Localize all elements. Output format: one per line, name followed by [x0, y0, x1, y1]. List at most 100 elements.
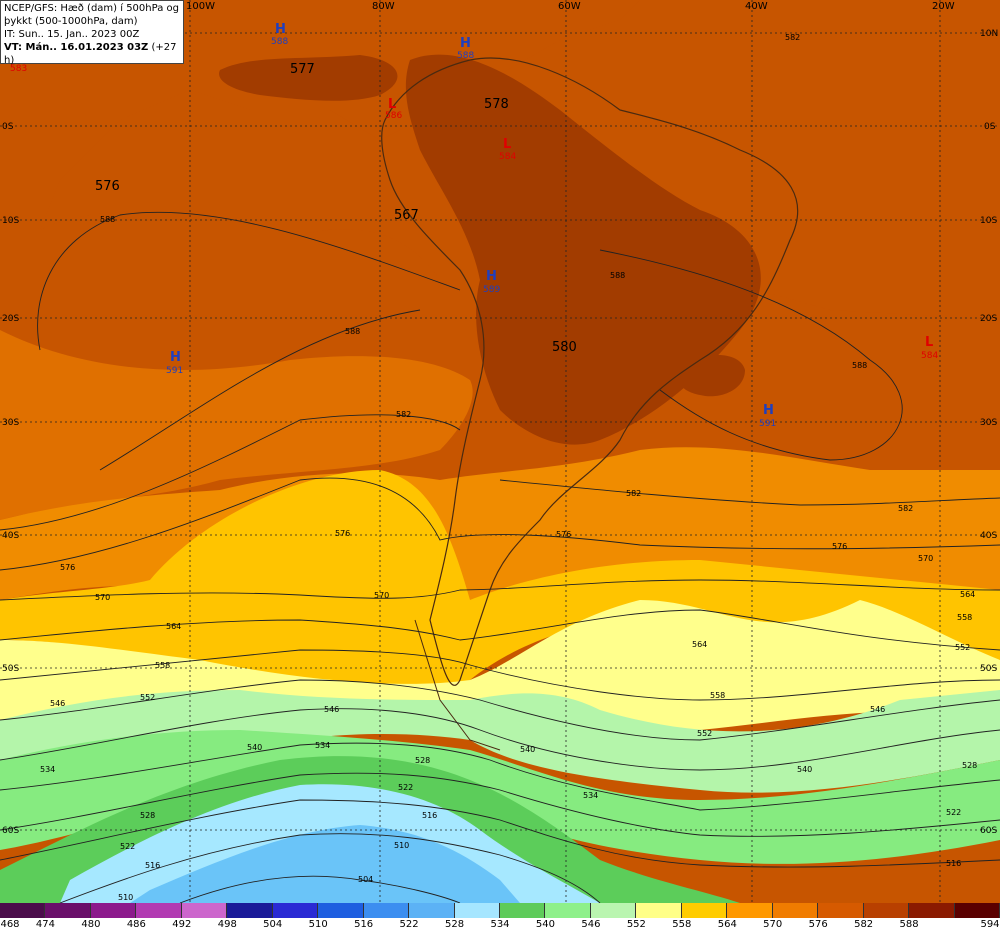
legend-label: 504: [263, 919, 283, 930]
legend-label: 510: [308, 919, 328, 930]
contour-label: 570: [374, 591, 389, 600]
lat-label-left: 40S: [2, 531, 19, 541]
legend-label: 468: [0, 919, 20, 930]
high-center-value: 588: [457, 51, 474, 61]
thickness-band-552: [0, 600, 1000, 760]
lat-label-left: 10S: [2, 216, 19, 226]
contour-label: 516: [946, 859, 961, 868]
contour-label: 582: [396, 410, 411, 419]
contour-label: 576: [60, 563, 75, 572]
lat-labels: 10N 0S 10S 20S 30S 40S 50S 60S 10N 0S 10…: [2, 29, 998, 836]
contour-label: 534: [315, 741, 330, 750]
contour-label: 504: [358, 875, 373, 884]
contour-label: 552: [140, 693, 155, 702]
lat-label-left: 0S: [2, 122, 14, 132]
patagonia-coast: [414, 619, 501, 751]
contour-label: 540: [797, 765, 812, 774]
contour-label: 546: [324, 705, 339, 714]
legend-label: 588: [899, 919, 919, 930]
weather-map: 100W 80W 60W 40W 20W 10N 0S 10S 20S 30S …: [0, 0, 1000, 903]
contour-label: 588: [100, 215, 115, 224]
lat-label-right: 50S: [980, 664, 997, 674]
contour-label: 528: [962, 761, 977, 770]
legend-label: 474: [35, 919, 55, 930]
thickness-label: 578: [484, 97, 509, 112]
info-init-time: IT: Sun.. 15. Jan.. 2023 00Z: [4, 29, 140, 40]
legend-label: 540: [535, 919, 555, 930]
high-center-value: 589: [483, 285, 500, 295]
legend-label: 564: [717, 919, 737, 930]
lon-label: 60W: [558, 1, 581, 12]
legend-swatch: [954, 903, 1000, 918]
lon-labels: 100W 80W 60W 40W 20W: [186, 1, 955, 12]
contour-label: 528: [140, 811, 155, 820]
contour-label: 510: [118, 893, 133, 902]
contours: [0, 211, 1000, 903]
legend-label: 570: [763, 919, 783, 930]
legend-bar: [0, 903, 1000, 918]
legend-swatch: [681, 903, 728, 918]
high-center: H: [275, 22, 286, 37]
thickness-band-522: [130, 825, 520, 903]
legend-swatch: [181, 903, 228, 918]
contour-label: 564: [166, 622, 181, 631]
legend-label: 522: [399, 919, 419, 930]
contour-label: 522: [398, 783, 413, 792]
low-center-value: 586: [385, 111, 402, 121]
legend-swatch: [0, 903, 46, 918]
lat-label-right: 10N: [980, 29, 998, 39]
contour-label: 576: [832, 542, 847, 551]
high-center-value: 591: [759, 419, 776, 429]
high-center: H: [460, 36, 471, 51]
legend-swatch: [454, 903, 500, 918]
legend-swatch: [90, 903, 137, 918]
contour-label: 582: [898, 504, 913, 513]
legend-label: 546: [581, 919, 601, 930]
contour-labels: 582 588 588 588 588 582 582 582 576 576 …: [40, 33, 977, 902]
info-title: NCEP/GFS: Hæð (dam) í 500hPa og: [4, 3, 179, 14]
lat-label-right: 60S: [980, 826, 997, 836]
legend-swatch: [272, 903, 319, 918]
low-center: L: [388, 97, 396, 112]
lat-label-left: 50S: [2, 664, 19, 674]
legend-label: 576: [808, 919, 828, 930]
contour-label: 570: [918, 554, 933, 563]
lat-label-right: 20S: [980, 314, 997, 324]
contour-label: 576: [335, 529, 350, 538]
contour-label: 516: [422, 811, 437, 820]
high-center-value: 588: [271, 37, 288, 47]
map-info-box: NCEP/GFS: Hæð (dam) í 500hPa og þykkt (5…: [0, 0, 184, 66]
legend-swatch: [909, 903, 955, 918]
legend-label: 516: [354, 919, 374, 930]
legend-swatch: [863, 903, 910, 918]
contour-label: 576: [556, 530, 571, 539]
contour-label: 582: [785, 33, 800, 42]
legend-label: 552: [626, 919, 646, 930]
contour-label: 546: [50, 699, 65, 708]
contour-label: 588: [345, 327, 360, 336]
thickness-band-582b: [219, 55, 398, 101]
low-center: L: [503, 137, 511, 152]
legend-swatch: [499, 903, 546, 918]
thickness-band-582c: [678, 355, 745, 397]
high-center: H: [763, 403, 774, 418]
thickness-labels: 577 578 576 567 580: [95, 62, 577, 355]
contour-label: 570: [95, 593, 110, 602]
thickness-label: 576: [95, 179, 120, 194]
legend-swatch: [727, 903, 773, 918]
legend-label: 492: [172, 919, 192, 930]
contour-label: 522: [946, 808, 961, 817]
info-subtitle: þykkt (500-1000hPa, dam): [4, 16, 138, 27]
contour-label: 534: [40, 765, 55, 774]
thickness-band-570: [0, 330, 473, 520]
contour-label: 552: [697, 729, 712, 738]
legend-swatch: [227, 903, 273, 918]
thickness-band-558: [0, 470, 1000, 691]
lat-label-left: 20S: [2, 314, 19, 324]
legend-swatch: [136, 903, 182, 918]
legend-swatch: [818, 903, 864, 918]
legend-swatch: [636, 903, 682, 918]
high-center: H: [170, 350, 181, 365]
legend-label: 498: [217, 919, 237, 930]
contour-label: 534: [583, 791, 598, 800]
